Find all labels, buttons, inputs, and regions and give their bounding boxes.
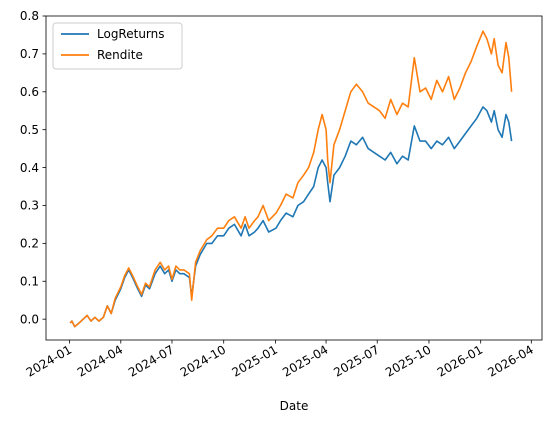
series-layer: [69, 30, 513, 328]
y-tick-label: 0.8: [20, 9, 39, 23]
x-tick-label: 2025-10: [383, 342, 433, 379]
y-tick-label: 0.5: [20, 123, 39, 137]
x-tick-label: 2026-01: [435, 342, 485, 379]
x-axis-title: Date: [280, 399, 309, 413]
y-tick-label: 0.0: [20, 312, 39, 326]
y-tick-label: 0.4: [20, 161, 39, 175]
x-tick-label: 2025-01: [230, 342, 280, 379]
y-tick-label: 0.3: [20, 199, 39, 213]
x-tick-label: 2024-01: [24, 342, 74, 379]
y-axis-ticks: 0.0 0.1 0.2 0.3 0.4 0.5 0.6 0.7 0.8: [20, 9, 46, 326]
y-tick-label: 0.2: [20, 237, 39, 251]
y-tick-label: 0.7: [20, 47, 39, 61]
x-tick-label: 2025-04: [280, 342, 330, 379]
y-tick-label: 0.1: [20, 274, 39, 288]
x-tick-label: 2026-04: [485, 342, 535, 379]
x-tick-label: 2024-07: [126, 342, 176, 379]
plot-area: [45, 15, 543, 341]
x-tick-label: 2024-10: [178, 342, 228, 379]
x-axis-ticks: 2024-01 2024-04 2024-07 2024-10 2025-01 2025-…: [24, 340, 536, 380]
legend-label-rendite: Rendite: [97, 48, 143, 62]
series-line-logreturns: [69, 106, 513, 328]
y-tick-label: 0.6: [20, 85, 39, 99]
x-tick-label: 2025-07: [331, 342, 381, 379]
series-line-rendite: [69, 30, 513, 328]
legend: LogReturns Rendite: [52, 22, 183, 70]
x-tick-label: 2024-04: [75, 342, 125, 379]
legend-label-logreturns: LogReturns: [97, 27, 165, 41]
